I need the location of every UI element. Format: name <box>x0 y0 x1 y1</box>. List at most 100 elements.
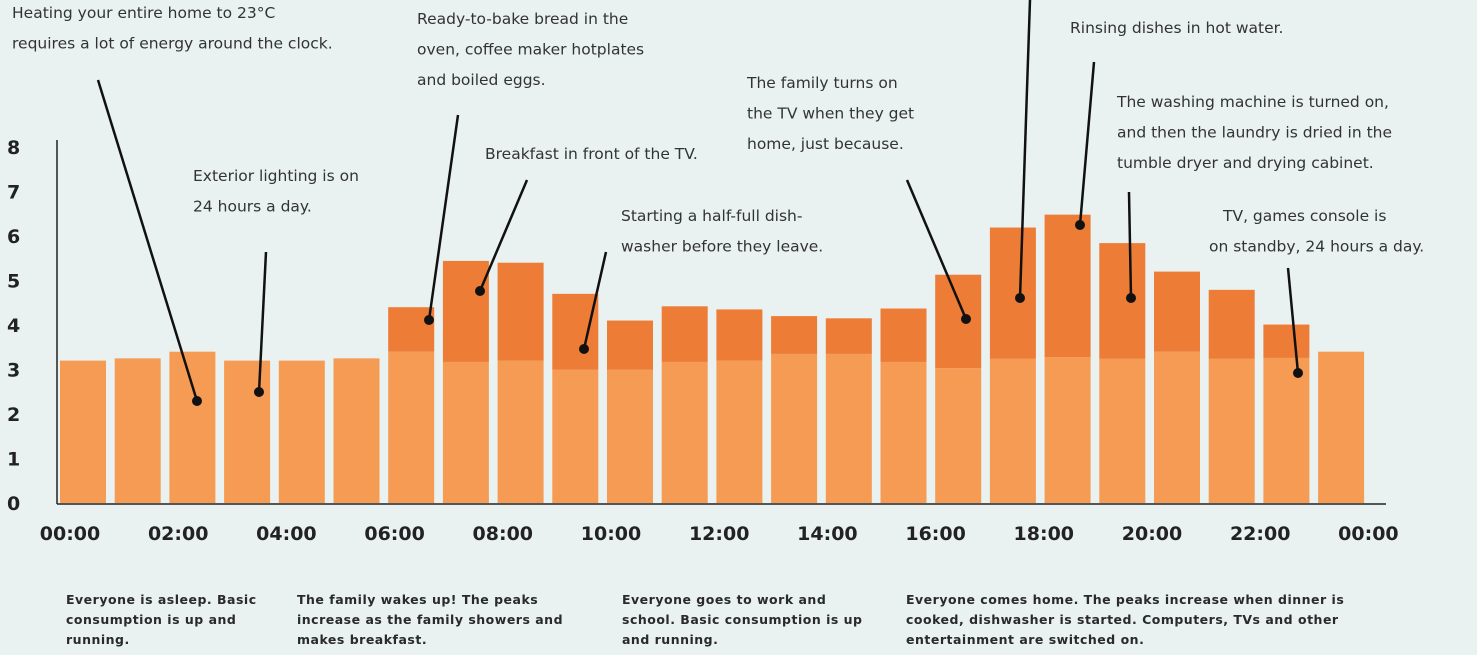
annotation-text: Exterior lighting is on <box>193 167 359 185</box>
annotation-dot <box>1293 368 1303 378</box>
bar-segment <box>880 361 927 503</box>
bar-segment <box>1154 351 1200 503</box>
bar-segment <box>716 309 763 361</box>
annotation-text: washer before they leave. <box>621 238 823 256</box>
annotation-line <box>96 79 199 402</box>
bar-segment <box>1099 358 1146 503</box>
annotation-text: 24 hours a day. <box>193 198 312 216</box>
annotation-line <box>478 179 529 292</box>
x-tick-label: 18:00 <box>1014 523 1074 545</box>
x-tick-label: 14:00 <box>797 523 857 545</box>
phase-note: cooked, dishwasher is started. Computers… <box>906 612 1339 627</box>
annotation-text: Breakfast in front of the TV. <box>485 145 698 163</box>
annotation-text: home, just because. <box>747 135 904 153</box>
bar-segment <box>1154 271 1200 352</box>
annotation-dot <box>961 314 971 324</box>
annotation-text: The washing machine is turned on, <box>1116 93 1389 111</box>
bar-segment <box>497 262 544 361</box>
bar-segment <box>60 360 106 503</box>
x-tick-label: 10:00 <box>581 523 641 545</box>
x-tick-label: 20:00 <box>1122 523 1182 545</box>
bar-segment <box>1263 357 1310 503</box>
bar-segment <box>825 318 872 354</box>
annotation-dot <box>475 286 485 296</box>
annotation-text: and boiled eggs. <box>417 71 546 89</box>
y-tick-label: 6 <box>7 226 20 248</box>
bar-segment <box>1099 243 1146 359</box>
bar-segment <box>388 351 435 503</box>
annotation-line <box>1018 0 1032 299</box>
phase-note: entertainment are switched on. <box>906 632 1144 647</box>
x-tick-label: 16:00 <box>905 523 965 545</box>
annotation-text: oven, coffee maker hotplates <box>417 41 644 59</box>
annotation-dot <box>254 387 264 397</box>
annotation-line <box>582 251 608 350</box>
annotation-dot <box>424 315 434 325</box>
bar-segment <box>607 369 653 503</box>
bar-segment <box>771 353 818 503</box>
bar-segment <box>442 260 489 362</box>
bar-segment <box>935 368 982 503</box>
annotation-text: Ready-to-bake bread in the <box>417 10 628 28</box>
bar-segment <box>607 320 653 370</box>
y-tick-label: 0 <box>7 493 20 515</box>
bar-segment <box>661 306 708 362</box>
bar-segment <box>169 351 216 503</box>
y-tick-label: 7 <box>7 182 20 204</box>
phase-note: makes breakfast. <box>297 632 427 647</box>
bar-segment <box>661 361 708 503</box>
bar-segment <box>1263 324 1310 358</box>
x-tick-label: 22:00 <box>1230 523 1290 545</box>
x-tick-label: 02:00 <box>148 523 208 545</box>
annotation-text: requires a lot of energy around the cloc… <box>12 35 333 53</box>
x-tick-label: 08:00 <box>473 523 533 545</box>
annotation-text: Starting a half-full dish- <box>621 207 802 225</box>
y-tick-label: 1 <box>7 449 20 471</box>
bar-segment <box>442 361 489 503</box>
bar-segment <box>278 360 325 503</box>
bar-segment <box>114 358 161 503</box>
bar-segment <box>224 360 271 503</box>
phase-note: increase as the family showers and <box>297 612 563 627</box>
bar-segment <box>771 316 818 354</box>
bar-segment <box>825 353 872 503</box>
annotation-text: Rinsing dishes in hot water. <box>1070 19 1284 37</box>
annotation-line <box>905 179 968 320</box>
y-tick-label: 5 <box>7 271 20 293</box>
annotation-line <box>257 251 268 393</box>
bar-segment <box>1318 351 1365 503</box>
phase-note: The family wakes up! The peaks <box>297 592 538 607</box>
annotation-line <box>1127 191 1133 299</box>
bar-segment <box>552 369 599 503</box>
annotation-text: and then the laundry is dried in the <box>1117 124 1392 142</box>
phase-note: running. <box>66 632 130 647</box>
y-tick-label: 8 <box>7 137 20 159</box>
annotation-text: on standby, 24 hours a day. <box>1209 238 1424 256</box>
phase-note: Everyone goes to work and <box>622 592 826 607</box>
phase-note: and running. <box>622 632 718 647</box>
annotation-text: TV, games console is <box>1222 207 1386 225</box>
bar-segment <box>333 358 380 503</box>
annotation-text: The family turns on <box>746 74 898 92</box>
annotation-line <box>427 114 460 321</box>
phase-note: consumption is up and <box>66 612 236 627</box>
annotation-dot <box>1015 293 1025 303</box>
bar-segment <box>935 274 982 369</box>
y-tick-label: 2 <box>7 404 20 426</box>
x-tick-label: 12:00 <box>689 523 749 545</box>
x-tick-label: 04:00 <box>256 523 316 545</box>
y-tick-label: 4 <box>7 315 20 337</box>
annotation-text: Heating your entire home to 23°C <box>12 4 275 22</box>
bar-segment <box>1208 358 1255 503</box>
bar-segment <box>989 358 1036 503</box>
bar-segment <box>497 360 544 503</box>
phase-note: Everyone comes home. The peaks increase … <box>906 592 1344 607</box>
x-tick-label: 06:00 <box>364 523 424 545</box>
bar-segment <box>989 227 1036 359</box>
annotation-text: tumble dryer and drying cabinet. <box>1117 154 1374 172</box>
bar-segment <box>1044 357 1091 503</box>
annotation-line <box>1078 61 1096 226</box>
y-tick-label: 3 <box>7 360 20 382</box>
annotation-dot <box>1075 220 1085 230</box>
